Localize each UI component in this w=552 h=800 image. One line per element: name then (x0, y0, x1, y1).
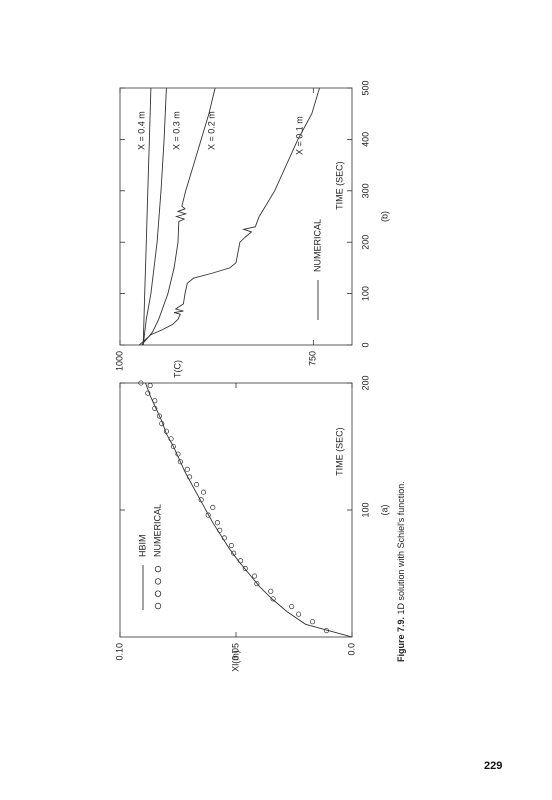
data-point (242, 565, 248, 571)
y-tick-label: 0.0 (346, 643, 356, 656)
x-tick-label: 500 (360, 80, 370, 95)
data-point (254, 581, 260, 587)
x-tick-label: 400 (360, 132, 370, 147)
data-point (147, 382, 153, 389)
curve-label: X = 0.4 m (136, 111, 146, 150)
x-tick-label: 0 (360, 342, 370, 347)
data-point (152, 398, 158, 404)
data-point (270, 596, 276, 602)
series-line (145, 382, 353, 638)
legend-label: NUMERICAL (152, 504, 162, 557)
series-line (142, 87, 167, 346)
curve-label: X = 0.2 m (206, 111, 216, 150)
page-number: 229 (484, 760, 503, 772)
x-tick-label: 100 (360, 502, 370, 517)
curve-label: X = 0.1 m (294, 116, 304, 155)
data-point (238, 558, 244, 564)
data-point (198, 497, 204, 503)
caption-text: 1D solution with Schiel's function. (396, 481, 406, 614)
data-point (296, 611, 302, 617)
legend-swatch (154, 602, 162, 610)
data-point (228, 543, 234, 549)
data-point (194, 482, 200, 488)
y-axis-label: Xl(m) (230, 650, 240, 672)
data-point (217, 527, 223, 533)
data-point (145, 390, 151, 396)
data-point (152, 405, 158, 411)
data-point (214, 520, 220, 526)
x-axis-label: TIME (SEC) (334, 161, 344, 210)
data-point (268, 588, 274, 594)
figure-label: Figure 7.9. (396, 617, 406, 662)
data-point (159, 421, 165, 427)
y-tick-label: 0.10 (114, 643, 124, 661)
data-point (175, 451, 181, 457)
panel-label: (b) (379, 211, 389, 222)
data-point (138, 380, 144, 386)
chart: 0 100 200 300 400 500 750 1000 TIME (SEC) T(C) (b)… (114, 80, 389, 378)
data-point (177, 459, 183, 465)
x-tick-label: 200 (360, 375, 370, 390)
data-point (205, 512, 211, 518)
legend-swatch (154, 578, 162, 585)
chart: 100 200 0.0 0.05 0.10 TIME (SEC) Xl(m) (a) HBIM N… (114, 375, 389, 671)
x-tick-label: 200 (360, 235, 370, 250)
data-point (310, 619, 316, 625)
data-point (156, 413, 162, 419)
data-point (231, 550, 237, 556)
series-line (142, 87, 152, 346)
figure-caption: Figure 7.9. 1D solution with Schiel's fu… (396, 481, 406, 662)
plot-frame (119, 87, 353, 346)
series-line (141, 87, 216, 346)
data-point (210, 504, 216, 511)
data-point (200, 489, 207, 495)
y-tick-label: 750 (308, 351, 318, 366)
data-point (184, 466, 190, 472)
data-point (289, 603, 295, 610)
x-tick-label: 300 (360, 183, 370, 198)
data-point (168, 436, 174, 442)
legend-swatch (154, 590, 162, 597)
data-point (323, 628, 330, 634)
x-tick-label: 100 (360, 286, 370, 301)
panel-label: (a) (379, 504, 389, 515)
y-tick-label: 0.05 (230, 643, 240, 661)
legend-label: NUMERICAL (312, 219, 322, 272)
y-axis-label: T(C) (172, 360, 182, 378)
data-point (187, 474, 193, 480)
data-point (163, 428, 169, 434)
data-point (170, 443, 176, 450)
series-line (139, 87, 320, 346)
legend-label: HBIM (137, 535, 147, 558)
curve-label: X = 0.3 m (171, 111, 181, 150)
y-tick-label: 1000 (114, 351, 124, 371)
x-axis-label: TIME (SEC) (334, 427, 344, 476)
data-point (221, 535, 227, 541)
legend-swatch (154, 565, 162, 573)
data-point (252, 573, 258, 579)
